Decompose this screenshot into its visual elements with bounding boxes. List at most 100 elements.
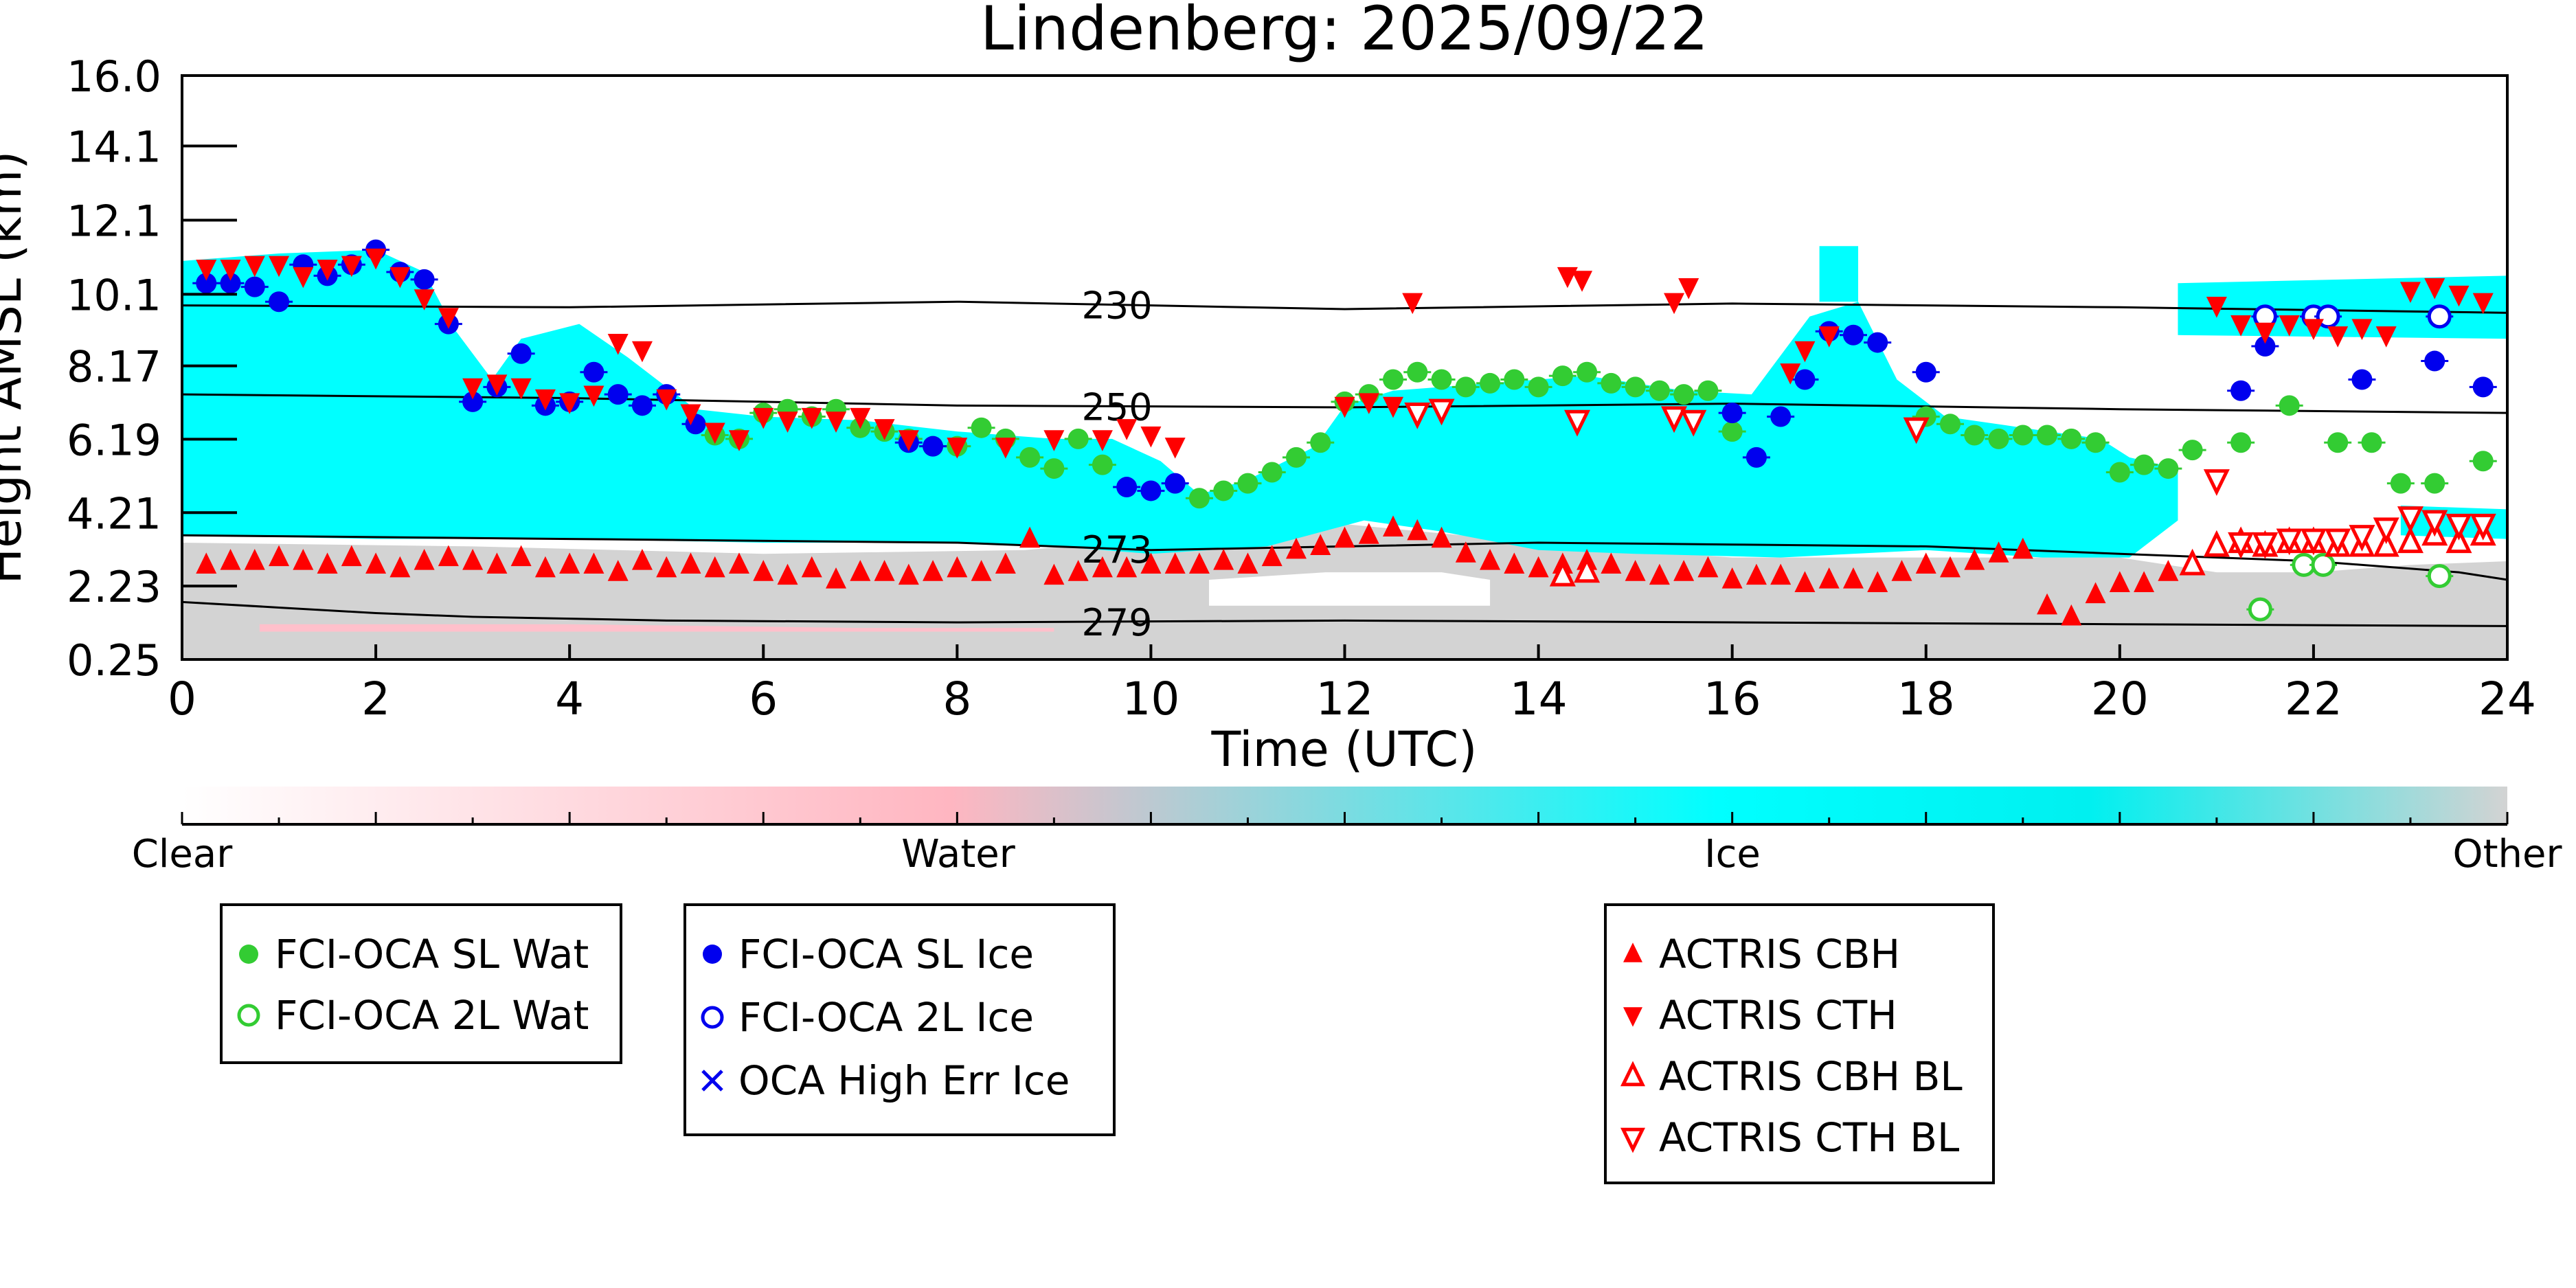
data-point (2179, 548, 2206, 576)
data-point (1019, 447, 1041, 468)
data-point (2085, 582, 2106, 604)
data-point (2427, 564, 2452, 589)
data-point (293, 267, 314, 289)
data-point (389, 267, 411, 289)
data-point (1213, 480, 1234, 501)
isotherm-label-279: 279 (1082, 601, 1153, 644)
x-tick-label: 14 (1510, 673, 1568, 725)
data-point (1552, 365, 1573, 387)
data-point (389, 556, 411, 578)
data-point (1770, 563, 1792, 585)
data-point (850, 407, 871, 429)
data-point (2279, 395, 2300, 416)
data-point (680, 404, 701, 426)
data-point (1818, 567, 1840, 589)
data-point (1431, 369, 1452, 390)
legend-label: ACTRIS CTH (1659, 992, 1897, 1039)
data-point (1794, 341, 1816, 363)
data-point (583, 552, 605, 574)
data-point (1549, 559, 1576, 587)
data-point (2012, 425, 2033, 446)
data-point (1649, 563, 1670, 585)
data-point (220, 273, 241, 294)
data-point (1407, 361, 1428, 383)
y-tick-label: 6.19 (67, 415, 161, 465)
legend-label: ACTRIS CTH BL (1659, 1114, 1959, 1161)
data-point (559, 393, 580, 414)
legend-label: ACTRIS CBH BL (1659, 1053, 1963, 1100)
data-point (510, 545, 532, 567)
isotherm-label-273: 273 (1082, 528, 1153, 572)
data-point (777, 411, 798, 433)
data-point (1407, 519, 1428, 541)
x-tick-label: 20 (2091, 673, 2149, 725)
data-markers (192, 239, 2497, 626)
legend-box (1604, 903, 1995, 1184)
data-point (1402, 293, 1423, 315)
x-tick-label: 2 (361, 673, 390, 725)
legend-label: ACTRIS CBH (1659, 931, 1900, 978)
colorbar-label: Water (901, 832, 1016, 877)
data-point (1842, 567, 1864, 589)
region-ice (182, 249, 2178, 558)
data-point (1116, 477, 1138, 498)
data-point (923, 560, 944, 581)
data-point (1092, 556, 1113, 578)
data-point (220, 548, 241, 570)
data-point (1092, 454, 1113, 475)
data-point (923, 436, 944, 457)
data-point (1563, 409, 1591, 437)
data-point (317, 260, 338, 281)
legend-label: OCA High Err Ice (738, 1057, 1070, 1104)
data-point (801, 407, 822, 429)
data-point (1697, 556, 1719, 578)
data-point (1891, 560, 1912, 581)
data-point (1721, 421, 1743, 442)
data-point (1557, 267, 1578, 289)
legend-box (220, 903, 622, 1064)
data-point (2397, 506, 2424, 533)
x-tick-label: 0 (168, 673, 196, 725)
data-point (486, 374, 508, 396)
legend-label: FCI-OCA SL Ice (738, 931, 1034, 978)
data-point (2279, 315, 2300, 337)
data-point (1383, 396, 1404, 418)
data-point (1261, 545, 1283, 567)
data-point (2228, 532, 2255, 559)
y-axis-label: Height AMSL (km) (0, 151, 32, 585)
data-point (2445, 513, 2472, 541)
data-point (1794, 369, 1816, 390)
y-tick-label: 14.1 (67, 122, 161, 172)
data-point (607, 560, 629, 581)
data-point (1358, 523, 1379, 544)
data-point (1285, 537, 1307, 559)
legend-marker (1620, 1127, 1646, 1153)
data-point (269, 256, 290, 278)
legend-box (683, 903, 1116, 1136)
legend-marker (701, 1006, 724, 1029)
data-point (2427, 304, 2452, 329)
data-point (2158, 458, 2179, 479)
data-point (2448, 285, 2470, 307)
data-point (1504, 369, 1525, 390)
data-point (414, 269, 435, 290)
x-tick-label: 24 (2478, 673, 2536, 725)
data-point (777, 563, 798, 585)
data-point (2230, 432, 2252, 453)
isotherm-230 (181, 300, 2508, 314)
data-point (2012, 537, 2033, 559)
data-point (1988, 428, 2009, 449)
data-point (753, 560, 774, 581)
data-point (1601, 372, 1622, 394)
data-point (1140, 426, 1162, 448)
isotherm-label-250: 250 (1082, 385, 1153, 429)
data-point (1915, 552, 1936, 574)
data-point (1745, 563, 1767, 585)
data-point (1140, 480, 1162, 501)
data-point (1164, 552, 1186, 574)
data-point (1237, 552, 1258, 574)
data-point (631, 341, 653, 363)
isotherm-label-230: 230 (1082, 284, 1153, 328)
data-point (2327, 432, 2349, 453)
